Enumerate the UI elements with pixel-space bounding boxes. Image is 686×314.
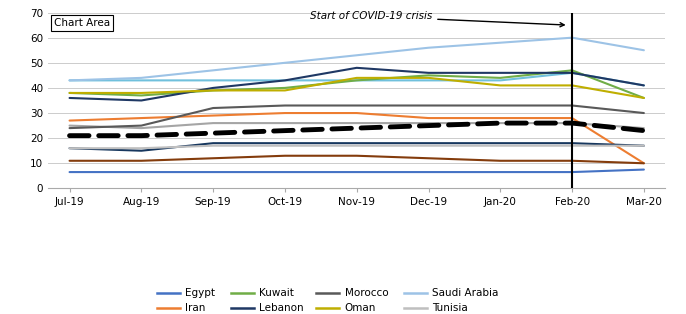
Text: Chart Area: Chart Area [54, 18, 110, 28]
Text: Start of COVID-19 crisis: Start of COVID-19 crisis [310, 11, 564, 27]
Legend: Egypt, Iran, Iraq, Jordan, Kuwait, Lebanon, Libya, Morocco, Oman, Palestine, Sau: Egypt, Iran, Iraq, Jordan, Kuwait, Leban… [154, 285, 559, 314]
